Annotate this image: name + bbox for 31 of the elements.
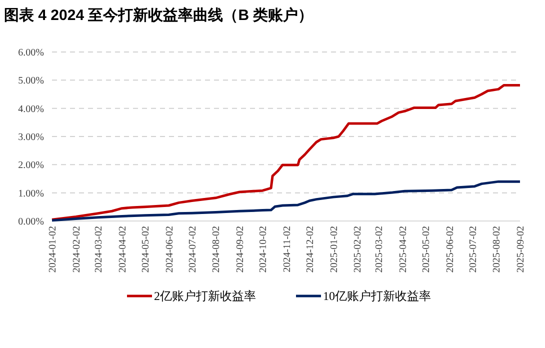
legend-label: 10亿账户打新收益率 — [323, 289, 431, 303]
x-tick-label: 2024-02-02 — [71, 226, 82, 273]
x-tick-label: 2024-08-02 — [211, 226, 222, 273]
x-tick-label: 2025-03-02 — [374, 226, 386, 273]
y-tick-label: 1.00% — [18, 188, 44, 200]
x-tick-label: 2025-09-02 — [516, 226, 526, 273]
x-tick-label: 2024-03-02 — [94, 226, 105, 273]
x-tick-label: 2024-01-02 — [48, 226, 58, 273]
x-tick-label: 2024-11-02 — [282, 226, 293, 272]
y-tick-label: 3.00% — [18, 132, 44, 143]
y-tick-label: 5.00% — [18, 76, 44, 87]
x-tick-label: 2025-06-02 — [444, 226, 456, 273]
y-tick-label: 4.00% — [18, 104, 44, 115]
title: 图表 4 2024 至今打新收益率曲线（B 类账户） — [4, 7, 314, 24]
legend-label: 2亿账户打新收益率 — [154, 289, 256, 303]
x-tick-label: 2025-04-02 — [398, 226, 409, 273]
x-tick-label: 2024-07-02 — [187, 226, 198, 273]
x-tick-label: 2024-06-02 — [164, 226, 176, 273]
y-tick-label: 2.00% — [18, 160, 44, 172]
x-tick-label: 2024-05-02 — [140, 226, 152, 273]
x-tick-label: 2025-08-02 — [492, 226, 503, 273]
x-tick-label: 2024-09-02 — [235, 226, 246, 273]
x-tick-label: 2024-12-02 — [304, 226, 316, 273]
x-tick-label: 2025-01-02 — [328, 226, 340, 273]
x-tick-label: 2025-07-02 — [468, 226, 479, 273]
x-tick-label: 2025-05-02 — [420, 226, 432, 273]
y-tick-label: 6.00% — [18, 48, 44, 58]
y-tick-label: 0.00% — [18, 216, 44, 228]
x-tick-label: 2024-04-02 — [117, 226, 128, 273]
x-tick-label: 2024-10-02 — [258, 226, 270, 273]
x-tick-label: 2025-02-02 — [352, 226, 364, 273]
